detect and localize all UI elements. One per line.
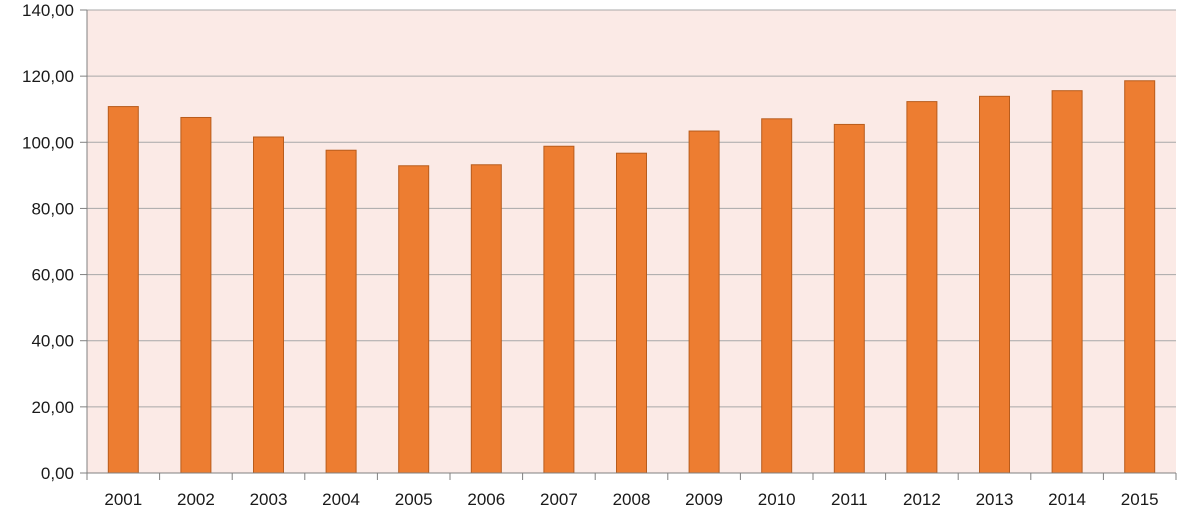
y-tick-label: 20,00	[31, 398, 74, 417]
y-axis-ticks: 0,00 20,00 40,00 60,00 80,00 100,00 120,00 140,…	[22, 1, 87, 483]
x-tick-label: 2001	[104, 490, 142, 509]
x-tick-label: 2008	[613, 490, 651, 509]
y-tick-label: 100,00	[22, 133, 74, 152]
bar	[470, 164, 502, 474]
x-tick-label: 2014	[1048, 490, 1086, 509]
bar	[253, 136, 284, 474]
y-tick-label: 140,00	[22, 1, 74, 20]
x-tick-label: 2004	[322, 490, 360, 509]
bar	[1124, 80, 1156, 474]
y-tick-label: 80,00	[31, 199, 74, 218]
x-tick-label: 2006	[467, 490, 505, 509]
bar	[107, 106, 139, 474]
bar	[979, 95, 1010, 474]
x-tick-label: 2009	[685, 490, 723, 509]
bar	[180, 116, 212, 474]
x-tick-label: 2007	[540, 490, 578, 509]
x-tick-label: 2015	[1121, 490, 1159, 509]
bar	[1051, 90, 1083, 474]
x-tick-label: 2002	[177, 490, 215, 509]
x-tick-label: 2012	[903, 490, 941, 509]
x-axis-ticks: 2001 2002 2003 2004 2005 2006 2007 2008 2009 2010…	[86, 473, 1177, 509]
axes	[86, 10, 1176, 474]
x-tick-label: 2013	[976, 490, 1014, 509]
x-tick-label: 2005	[395, 490, 433, 509]
bar	[833, 123, 865, 474]
bar	[325, 149, 357, 474]
bar	[688, 130, 720, 474]
bar	[398, 165, 430, 474]
y-tick-label: 0,00	[41, 464, 74, 483]
y-tick-label: 40,00	[31, 332, 74, 351]
y-tick-label: 60,00	[31, 266, 74, 285]
bar	[761, 118, 793, 474]
bar	[543, 145, 575, 474]
bar	[906, 101, 938, 474]
x-tick-label: 2003	[250, 490, 288, 509]
x-tick-label: 2010	[758, 490, 796, 509]
y-tick-label: 120,00	[22, 67, 74, 86]
bar	[616, 152, 647, 474]
x-tick-label: 2011	[831, 490, 868, 509]
